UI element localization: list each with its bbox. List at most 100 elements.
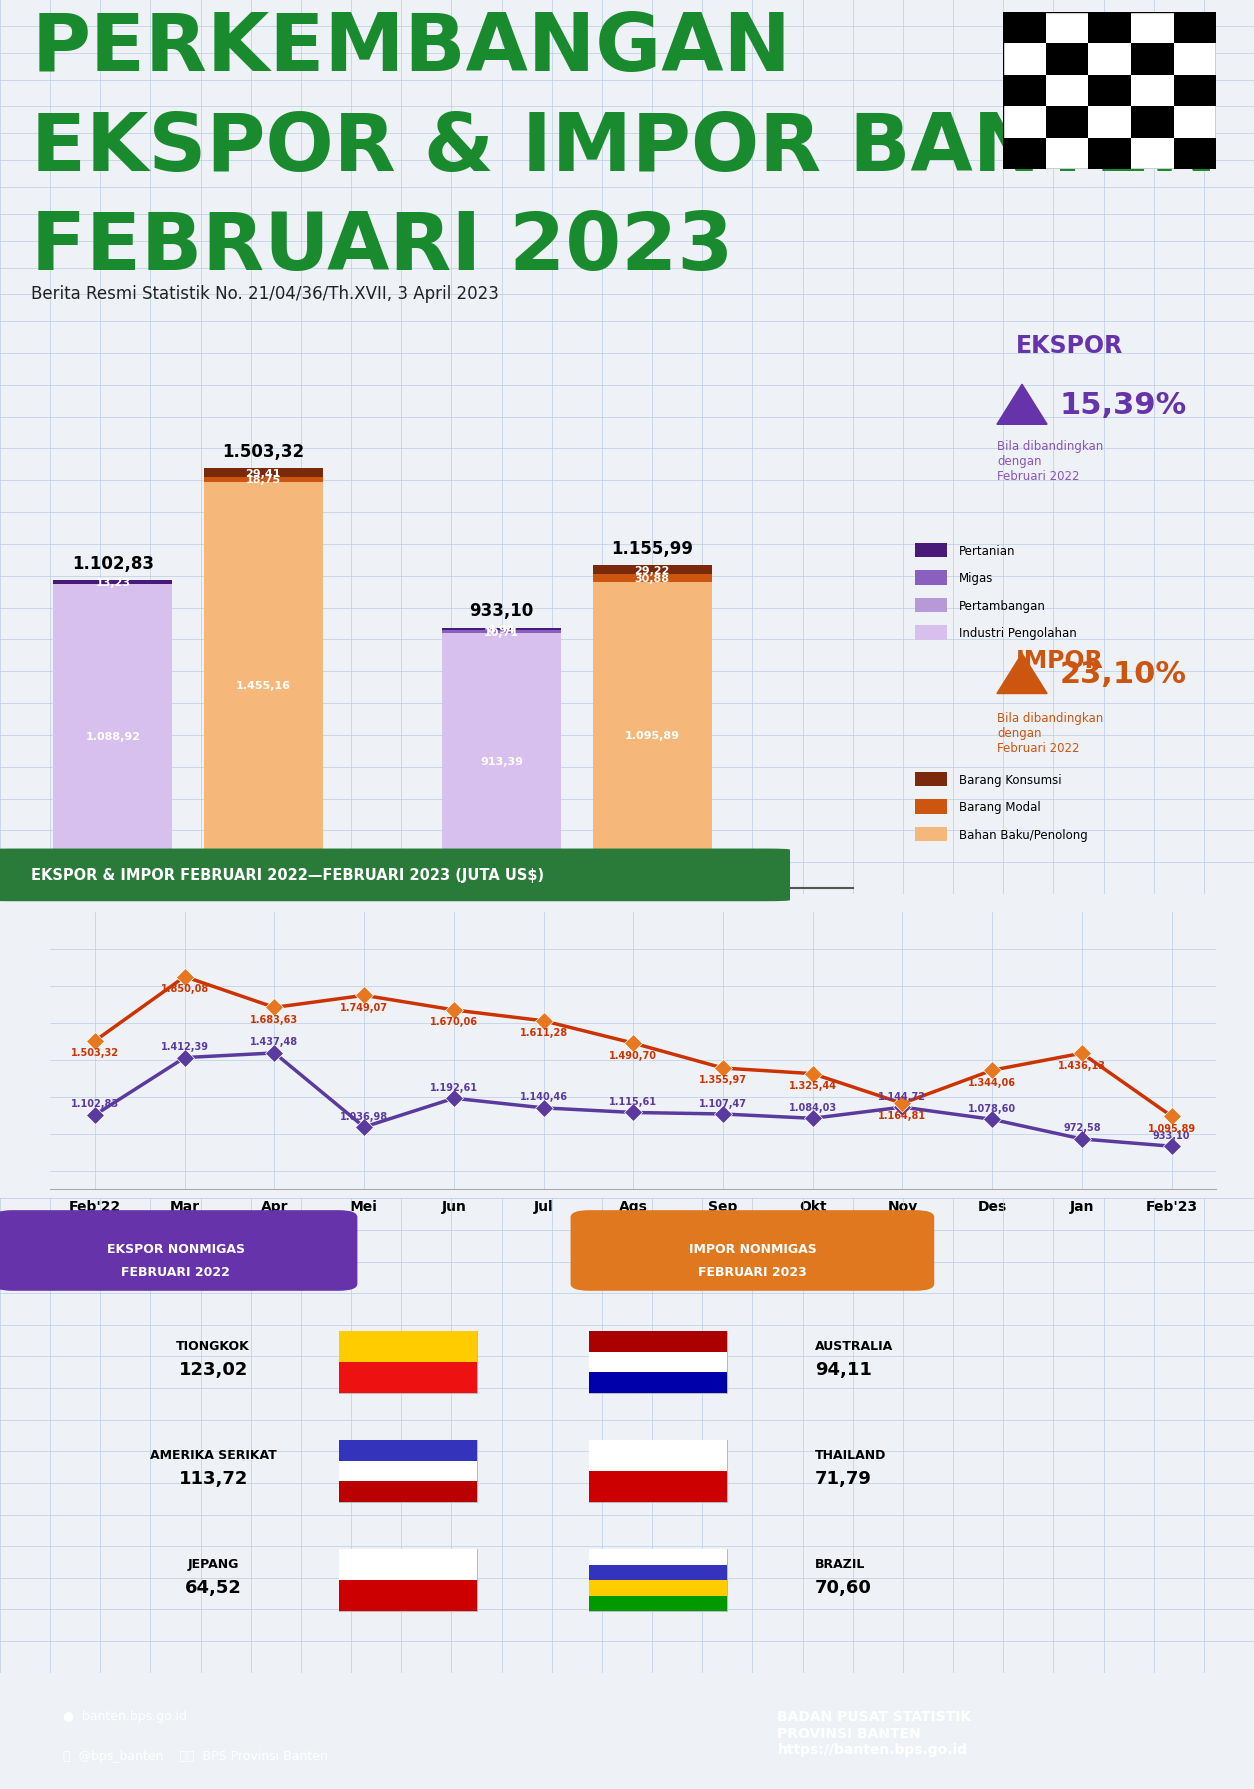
Text: 1.164,81: 1.164,81 bbox=[878, 1111, 927, 1120]
Text: EKSPOR: EKSPOR bbox=[1016, 333, 1124, 358]
Text: 1.325,44: 1.325,44 bbox=[789, 1081, 836, 1091]
Text: PERKEMBANGAN: PERKEMBANGAN bbox=[31, 9, 791, 88]
Text: 1.095,89: 1.095,89 bbox=[1147, 1123, 1195, 1132]
Bar bbox=[339, 1549, 477, 1580]
Text: 1.192,61: 1.192,61 bbox=[430, 1082, 478, 1091]
Bar bbox=[339, 1361, 477, 1394]
Text: 933,10: 933,10 bbox=[469, 601, 534, 619]
Text: FEBRUARI 2022: FEBRUARI 2022 bbox=[122, 918, 255, 932]
Text: 933,10: 933,10 bbox=[1152, 1131, 1190, 1140]
Text: 972,58: 972,58 bbox=[1063, 1123, 1101, 1132]
Bar bbox=[1046, 13, 1088, 45]
Text: 1.102,83: 1.102,83 bbox=[71, 555, 154, 572]
Bar bbox=[589, 1440, 727, 1471]
Bar bbox=[589, 1596, 727, 1612]
Bar bbox=[1003, 45, 1046, 75]
Bar bbox=[339, 1331, 477, 1361]
Bar bbox=[589, 1440, 727, 1503]
Text: ●  banten.bps.go.id: ● banten.bps.go.id bbox=[63, 1708, 187, 1723]
Bar bbox=[339, 1549, 477, 1612]
Bar bbox=[1174, 13, 1216, 45]
Text: 1.850,08: 1.850,08 bbox=[161, 984, 209, 993]
Bar bbox=[1088, 45, 1131, 75]
Text: 1.490,70: 1.490,70 bbox=[609, 1050, 657, 1059]
Bar bbox=[1088, 107, 1131, 138]
Bar bbox=[1088, 138, 1131, 170]
Bar bbox=[589, 1331, 727, 1394]
Text: 1.115,61: 1.115,61 bbox=[609, 1097, 657, 1106]
Text: TIONGKOK: TIONGKOK bbox=[177, 1340, 250, 1352]
Bar bbox=[915, 773, 947, 787]
Bar bbox=[592, 565, 712, 574]
Bar bbox=[203, 483, 324, 889]
Bar bbox=[589, 1331, 727, 1352]
Text: 70,60: 70,60 bbox=[815, 1578, 872, 1596]
Text: 1.088,92: 1.088,92 bbox=[85, 732, 140, 742]
Text: EKSPOR & IMPOR FEBRUARI 2022—FEBRUARI 2023 (JUTA US$): EKSPOR & IMPOR FEBRUARI 2022—FEBRUARI 20… bbox=[31, 868, 544, 882]
Text: BADAN PUSAT STATISTIK
PROVINSI BANTEN
https://banten.bps.go.id: BADAN PUSAT STATISTIK PROVINSI BANTEN ht… bbox=[777, 1710, 972, 1755]
Bar bbox=[1088, 75, 1131, 107]
Bar bbox=[1003, 13, 1046, 45]
Bar bbox=[339, 1462, 477, 1481]
Bar bbox=[339, 1481, 477, 1503]
Bar bbox=[589, 1549, 727, 1565]
Text: 1.144,72: 1.144,72 bbox=[878, 1091, 927, 1100]
Bar bbox=[589, 1580, 727, 1596]
Text: 1.095,89: 1.095,89 bbox=[624, 732, 680, 741]
Text: 1.412,39: 1.412,39 bbox=[161, 1041, 208, 1052]
Bar bbox=[1003, 75, 1046, 107]
Text: Barang Modal: Barang Modal bbox=[959, 801, 1041, 814]
Bar bbox=[53, 585, 173, 889]
Text: 64,52: 64,52 bbox=[184, 1578, 242, 1596]
Text: FEBRUARI 2023: FEBRUARI 2023 bbox=[698, 1265, 806, 1279]
Text: JEPANG: JEPANG bbox=[188, 1556, 238, 1571]
Bar bbox=[1046, 75, 1088, 107]
Bar bbox=[443, 632, 561, 633]
Text: Pertambangan: Pertambangan bbox=[959, 599, 1046, 612]
Bar bbox=[589, 1352, 727, 1372]
Text: 10,71: 10,71 bbox=[484, 628, 519, 637]
Text: 🐦  @bps_banten    🇮🇩  BPS Provinsi Banten: 🐦 @bps_banten 🇮🇩 BPS Provinsi Banten bbox=[63, 1748, 327, 1762]
Polygon shape bbox=[997, 655, 1047, 694]
Text: BRAZIL: BRAZIL bbox=[815, 1556, 865, 1571]
Text: 1.503,32: 1.503,32 bbox=[222, 442, 305, 460]
Bar bbox=[589, 1549, 727, 1612]
Bar bbox=[1003, 107, 1046, 138]
Bar bbox=[589, 1565, 727, 1580]
Bar bbox=[1046, 138, 1088, 170]
Text: Berita Resmi Statistik No. 21/04/36/Th.XVII, 3 April 2023: Berita Resmi Statistik No. 21/04/36/Th.X… bbox=[31, 284, 499, 302]
Text: FEBRUARI 2023: FEBRUARI 2023 bbox=[31, 209, 734, 288]
Bar bbox=[589, 1471, 727, 1503]
Text: Migas: Migas bbox=[959, 572, 993, 585]
Text: AUSTRALIA: AUSTRALIA bbox=[815, 1340, 893, 1352]
Bar bbox=[1088, 13, 1131, 45]
Polygon shape bbox=[997, 385, 1047, 426]
Text: Pertanian: Pertanian bbox=[959, 544, 1016, 558]
Text: 1.437,48: 1.437,48 bbox=[251, 1038, 298, 1047]
Bar bbox=[1174, 45, 1216, 75]
Bar bbox=[53, 581, 173, 585]
Text: Industri Pengolahan: Industri Pengolahan bbox=[959, 626, 1077, 640]
Text: 8,94: 8,94 bbox=[488, 624, 515, 635]
Bar bbox=[1174, 75, 1216, 107]
Bar bbox=[915, 800, 947, 814]
Text: 23,10%: 23,10% bbox=[1060, 660, 1186, 689]
Text: 1.683,63: 1.683,63 bbox=[251, 1014, 298, 1025]
Text: 1.355,97: 1.355,97 bbox=[698, 1075, 747, 1084]
Bar bbox=[589, 1372, 727, 1394]
Text: THAILAND: THAILAND bbox=[815, 1447, 887, 1462]
Bar bbox=[443, 633, 561, 889]
Bar bbox=[915, 828, 947, 843]
Bar bbox=[915, 571, 947, 585]
Bar bbox=[1174, 107, 1216, 138]
Text: FEBRUARI 2022: FEBRUARI 2022 bbox=[122, 1265, 229, 1279]
Text: 1.749,07: 1.749,07 bbox=[340, 1002, 389, 1013]
Bar bbox=[592, 583, 712, 889]
Text: Bila dibandingkan
dengan
Februari 2022: Bila dibandingkan dengan Februari 2022 bbox=[997, 712, 1104, 755]
Text: 1.036,98: 1.036,98 bbox=[340, 1111, 389, 1122]
Text: 18,75: 18,75 bbox=[246, 476, 281, 485]
Text: 1.078,60: 1.078,60 bbox=[968, 1104, 1016, 1113]
Text: 13,23: 13,23 bbox=[95, 578, 130, 589]
Text: 71,79: 71,79 bbox=[815, 1469, 872, 1487]
Text: 94,11: 94,11 bbox=[815, 1360, 872, 1378]
